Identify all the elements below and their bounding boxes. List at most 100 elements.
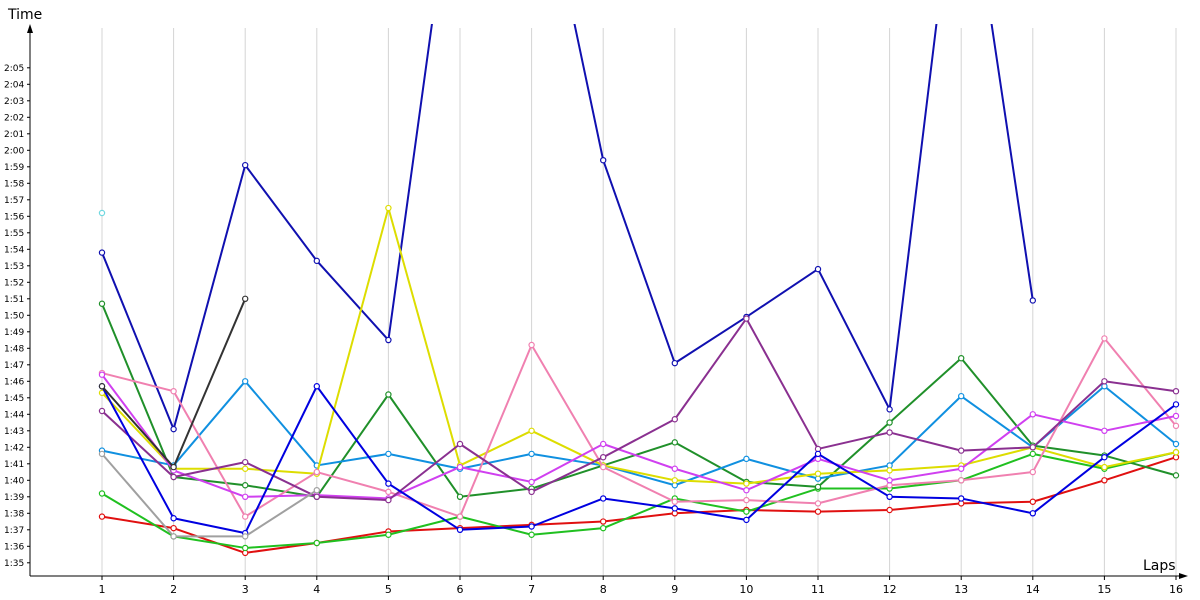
data-point [170, 515, 177, 522]
x-tick-label: 12 [883, 583, 897, 596]
data-point [1101, 477, 1108, 484]
data-point [1172, 449, 1180, 456]
data-point [385, 531, 392, 538]
y-tick-label: 1:57 [4, 196, 24, 206]
data-point [671, 505, 679, 512]
data-point [528, 341, 535, 349]
data-point [1101, 427, 1108, 434]
series-line [101, 303, 1177, 498]
x-tick-label: 10 [739, 583, 753, 596]
data-point [313, 257, 320, 265]
data-point [313, 493, 320, 500]
data-point [600, 524, 607, 532]
data-point [743, 508, 750, 515]
data-point [1029, 468, 1037, 476]
y-tick-label: 1:53 [4, 262, 24, 272]
data-point [1029, 450, 1037, 458]
data-point [1029, 444, 1037, 451]
y-tick-label: 1:41 [4, 460, 24, 470]
data-point [1101, 454, 1108, 461]
y-tick-label: 1:39 [4, 493, 24, 503]
y-tick-label: 2:02 [4, 113, 24, 123]
y-tick-label: 1:42 [4, 443, 24, 453]
data-point [600, 518, 607, 525]
data-point [170, 463, 177, 471]
data-point [456, 493, 464, 500]
series-line [101, 374, 1177, 500]
data-point [958, 447, 965, 454]
y-tick-label: 1:40 [4, 476, 24, 486]
y-tick-label: 1:59 [4, 163, 24, 173]
data-point [241, 378, 249, 385]
data-point [385, 391, 392, 398]
series-11 [98, 295, 249, 471]
y-tick-label: 1:54 [4, 245, 24, 255]
data-point [886, 493, 893, 500]
data-point [743, 516, 750, 524]
data-point [600, 463, 607, 471]
y-tick-label: 1:35 [4, 559, 24, 569]
data-point [1172, 401, 1180, 408]
y-tick-label: 1:38 [4, 509, 24, 519]
data-point [600, 156, 607, 164]
data-point [98, 490, 106, 497]
y-tick-label: 1:56 [4, 212, 24, 222]
x-tick-label: 16 [1169, 583, 1183, 596]
data-point [1172, 422, 1180, 430]
data-point [170, 388, 177, 395]
series-line [101, 451, 1177, 549]
series-13 [98, 209, 106, 217]
x-tick-label: 5 [385, 583, 392, 596]
series-line [101, 207, 1177, 485]
x-tick-label: 9 [671, 583, 678, 596]
data-point [1101, 378, 1108, 385]
data-point [241, 544, 249, 552]
series-line [101, 456, 1177, 554]
data-point [814, 508, 822, 515]
data-point [743, 315, 750, 322]
y-tick-label: 1:44 [4, 410, 24, 420]
data-point [814, 500, 822, 507]
series-7 [98, 335, 1180, 520]
data-point [886, 506, 893, 514]
data-point [98, 407, 106, 415]
y-tick-label: 2:03 [4, 97, 24, 107]
y-tick-label: 1:36 [4, 542, 24, 552]
data-point [671, 477, 679, 484]
y-tick-labels: 1:35 1:36 1:37 1:38 1:39 1:40 1:41 1:42 1:43 1:44… [4, 64, 30, 569]
data-point [313, 539, 320, 547]
y-tick-label: 2:00 [4, 146, 24, 156]
data-point [241, 533, 249, 540]
x-tick-label: 14 [1026, 583, 1040, 596]
data-point [385, 450, 392, 458]
axes [27, 24, 1188, 579]
data-point [98, 450, 106, 458]
y-tick-label: 1:49 [4, 328, 24, 338]
data-point [886, 406, 893, 413]
y-tick-label: 2:04 [4, 80, 24, 90]
series-line [101, 385, 1177, 535]
x-tick-label: 13 [954, 583, 968, 596]
data-point [886, 467, 893, 474]
data-point [600, 495, 607, 502]
y-axis-title: Time [7, 7, 42, 23]
data-point [241, 513, 249, 520]
y-tick-label: 1:46 [4, 377, 24, 387]
data-point [886, 429, 893, 436]
y-axis-arrow [27, 24, 33, 33]
x-tick-label: 4 [313, 583, 320, 596]
y-tick-label: 1:37 [4, 526, 24, 536]
data-point [385, 496, 392, 504]
x-tick-label: 15 [1097, 583, 1111, 596]
data-point [98, 249, 106, 256]
x-tick-label: 7 [528, 583, 535, 596]
y-tick-label: 1:43 [4, 427, 24, 437]
data-point [241, 482, 249, 489]
y-tick-label: 1:58 [4, 179, 24, 189]
data-point [1101, 335, 1108, 342]
data-point [1029, 411, 1037, 418]
data-point [385, 204, 392, 212]
data-point [671, 498, 679, 505]
data-point [1172, 412, 1180, 420]
